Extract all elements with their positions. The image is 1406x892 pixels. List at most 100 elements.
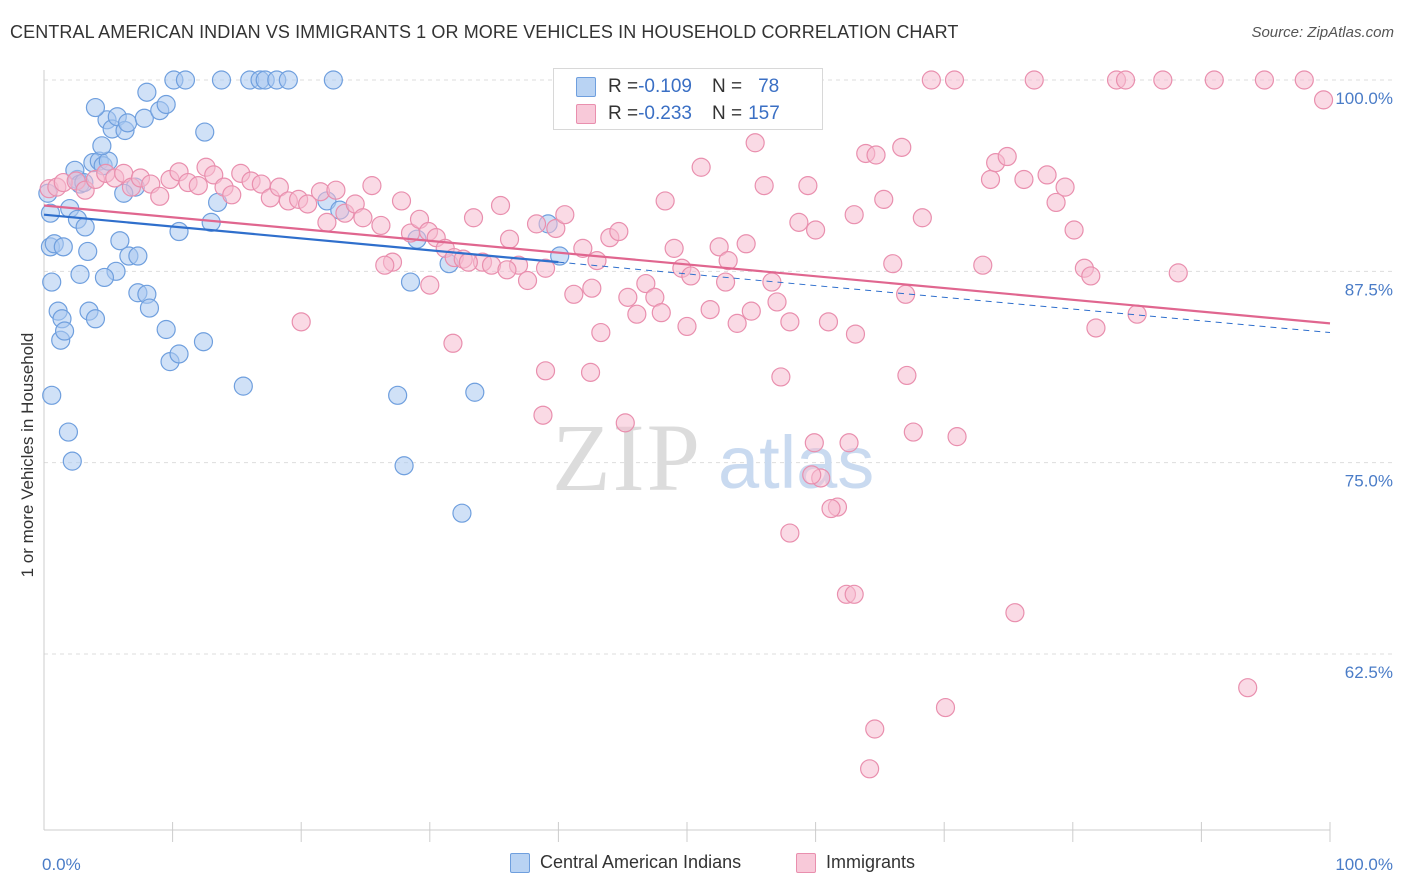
data-point-pink — [715, 272, 736, 292]
data-point-pink — [546, 218, 566, 239]
data-point-blue — [42, 385, 62, 405]
data-point-pink — [371, 215, 391, 236]
data-point-pink — [997, 146, 1017, 167]
data-point-pink — [609, 221, 629, 242]
data-point-pink — [912, 208, 932, 228]
data-point-pink — [526, 214, 547, 234]
data-point-pink — [1014, 169, 1034, 190]
data-point-blue — [211, 70, 232, 90]
r-label: R = — [608, 103, 639, 124]
data-point-blue — [156, 319, 176, 340]
data-point-pink — [944, 70, 965, 90]
y-tick-label: 62.5% — [1345, 663, 1393, 682]
n-label: N = — [711, 103, 743, 124]
data-point-pink — [821, 498, 841, 519]
data-point-blue — [54, 321, 75, 341]
data-point-pink — [362, 176, 382, 196]
data-point-pink — [353, 208, 373, 228]
data-point-pink — [655, 191, 675, 211]
data-point-blue — [94, 267, 115, 288]
data-point-pink — [1046, 192, 1066, 213]
series-legend: Central American Indians Immigrants — [0, 852, 1406, 878]
data-point-pink — [1238, 678, 1258, 698]
data-point-blue — [400, 272, 421, 292]
data-point-pink — [771, 367, 791, 387]
data-point-pink — [804, 433, 824, 453]
data-point-pink — [651, 303, 671, 323]
data-point-pink — [1254, 70, 1275, 90]
data-point-pink — [1024, 70, 1044, 90]
data-point-blue — [394, 456, 414, 476]
data-point-pink — [935, 697, 956, 718]
watermark: ZIP atlas — [552, 404, 874, 511]
data-point-pink — [1005, 603, 1025, 623]
data-point-pink — [636, 273, 656, 294]
r-label: R = — [608, 76, 639, 97]
y-tick-label: 100.0% — [1335, 89, 1393, 108]
data-point-pink — [780, 523, 800, 543]
trend-lines — [43, 204, 1331, 334]
data-point-blue — [193, 332, 214, 352]
data-point-blue — [465, 382, 485, 402]
data-point-pink — [921, 70, 941, 90]
data-point-pink — [691, 157, 711, 177]
data-point-pink — [1064, 220, 1084, 240]
data-point-pink — [973, 255, 993, 275]
data-point-pink — [582, 278, 602, 298]
n-label: N = — [711, 76, 743, 97]
data-point-pink — [805, 220, 826, 240]
data-point-blue — [134, 108, 154, 128]
data-point-pink — [754, 176, 774, 196]
data-point-blue — [92, 136, 112, 156]
data-point-pink — [700, 300, 720, 320]
tick-labels: 62.5% 75.0% 87.5% 100.0% 0.0% 100.0% — [42, 89, 1393, 874]
data-point-blue — [110, 231, 130, 251]
data-point-pink — [741, 301, 761, 321]
data-point-pink — [745, 133, 765, 153]
data-point-pink — [845, 324, 866, 344]
data-point-pink — [780, 312, 800, 332]
n-value: 78 — [758, 76, 780, 97]
y-tick-label: 87.5% — [1345, 280, 1393, 299]
data-point-pink — [1204, 70, 1224, 90]
data-point-pink — [802, 465, 822, 485]
data-point-pink — [1115, 70, 1136, 90]
n-value: 157 — [748, 103, 780, 124]
data-point-pink — [947, 427, 967, 447]
data-point-blue — [75, 217, 95, 237]
data-point-pink — [1055, 177, 1075, 197]
data-point-pink — [839, 433, 859, 453]
data-point-pink — [736, 234, 756, 254]
legend-swatch-blue — [576, 77, 596, 97]
data-point-pink — [326, 180, 346, 200]
data-point-pink — [1313, 90, 1334, 110]
data-point-blue — [452, 503, 472, 523]
data-point-pink — [818, 312, 839, 332]
data-point-blue — [117, 113, 138, 133]
data-point-pink — [618, 287, 638, 307]
data-point-pink — [517, 270, 538, 291]
data-point-blue — [40, 203, 61, 223]
data-point-pink — [458, 252, 478, 272]
legend-row-blue: R = -0.109 N = 78 — [576, 74, 779, 100]
legend-row-pink: R = -0.233 N = 157 — [576, 101, 780, 127]
data-point-blue — [70, 264, 90, 284]
data-point-pink — [892, 137, 912, 157]
legend-swatch-pink — [576, 104, 596, 124]
data-point-pink — [1168, 263, 1188, 283]
data-point-pink — [903, 422, 923, 442]
data-point-pink — [883, 254, 903, 274]
data-point-pink — [564, 284, 584, 304]
r-value: -0.109 — [638, 76, 692, 97]
data-point-pink — [580, 362, 601, 382]
data-point-pink — [615, 413, 635, 433]
data-point-blue — [58, 422, 79, 442]
data-point-pink — [587, 251, 607, 271]
data-point-pink — [298, 194, 318, 214]
legend-swatch-pink — [796, 852, 816, 873]
data-point-pink — [874, 189, 894, 209]
data-point-blue — [139, 298, 160, 318]
legend-item-immigrants: Immigrants — [796, 852, 915, 873]
data-point-pink — [443, 333, 463, 353]
